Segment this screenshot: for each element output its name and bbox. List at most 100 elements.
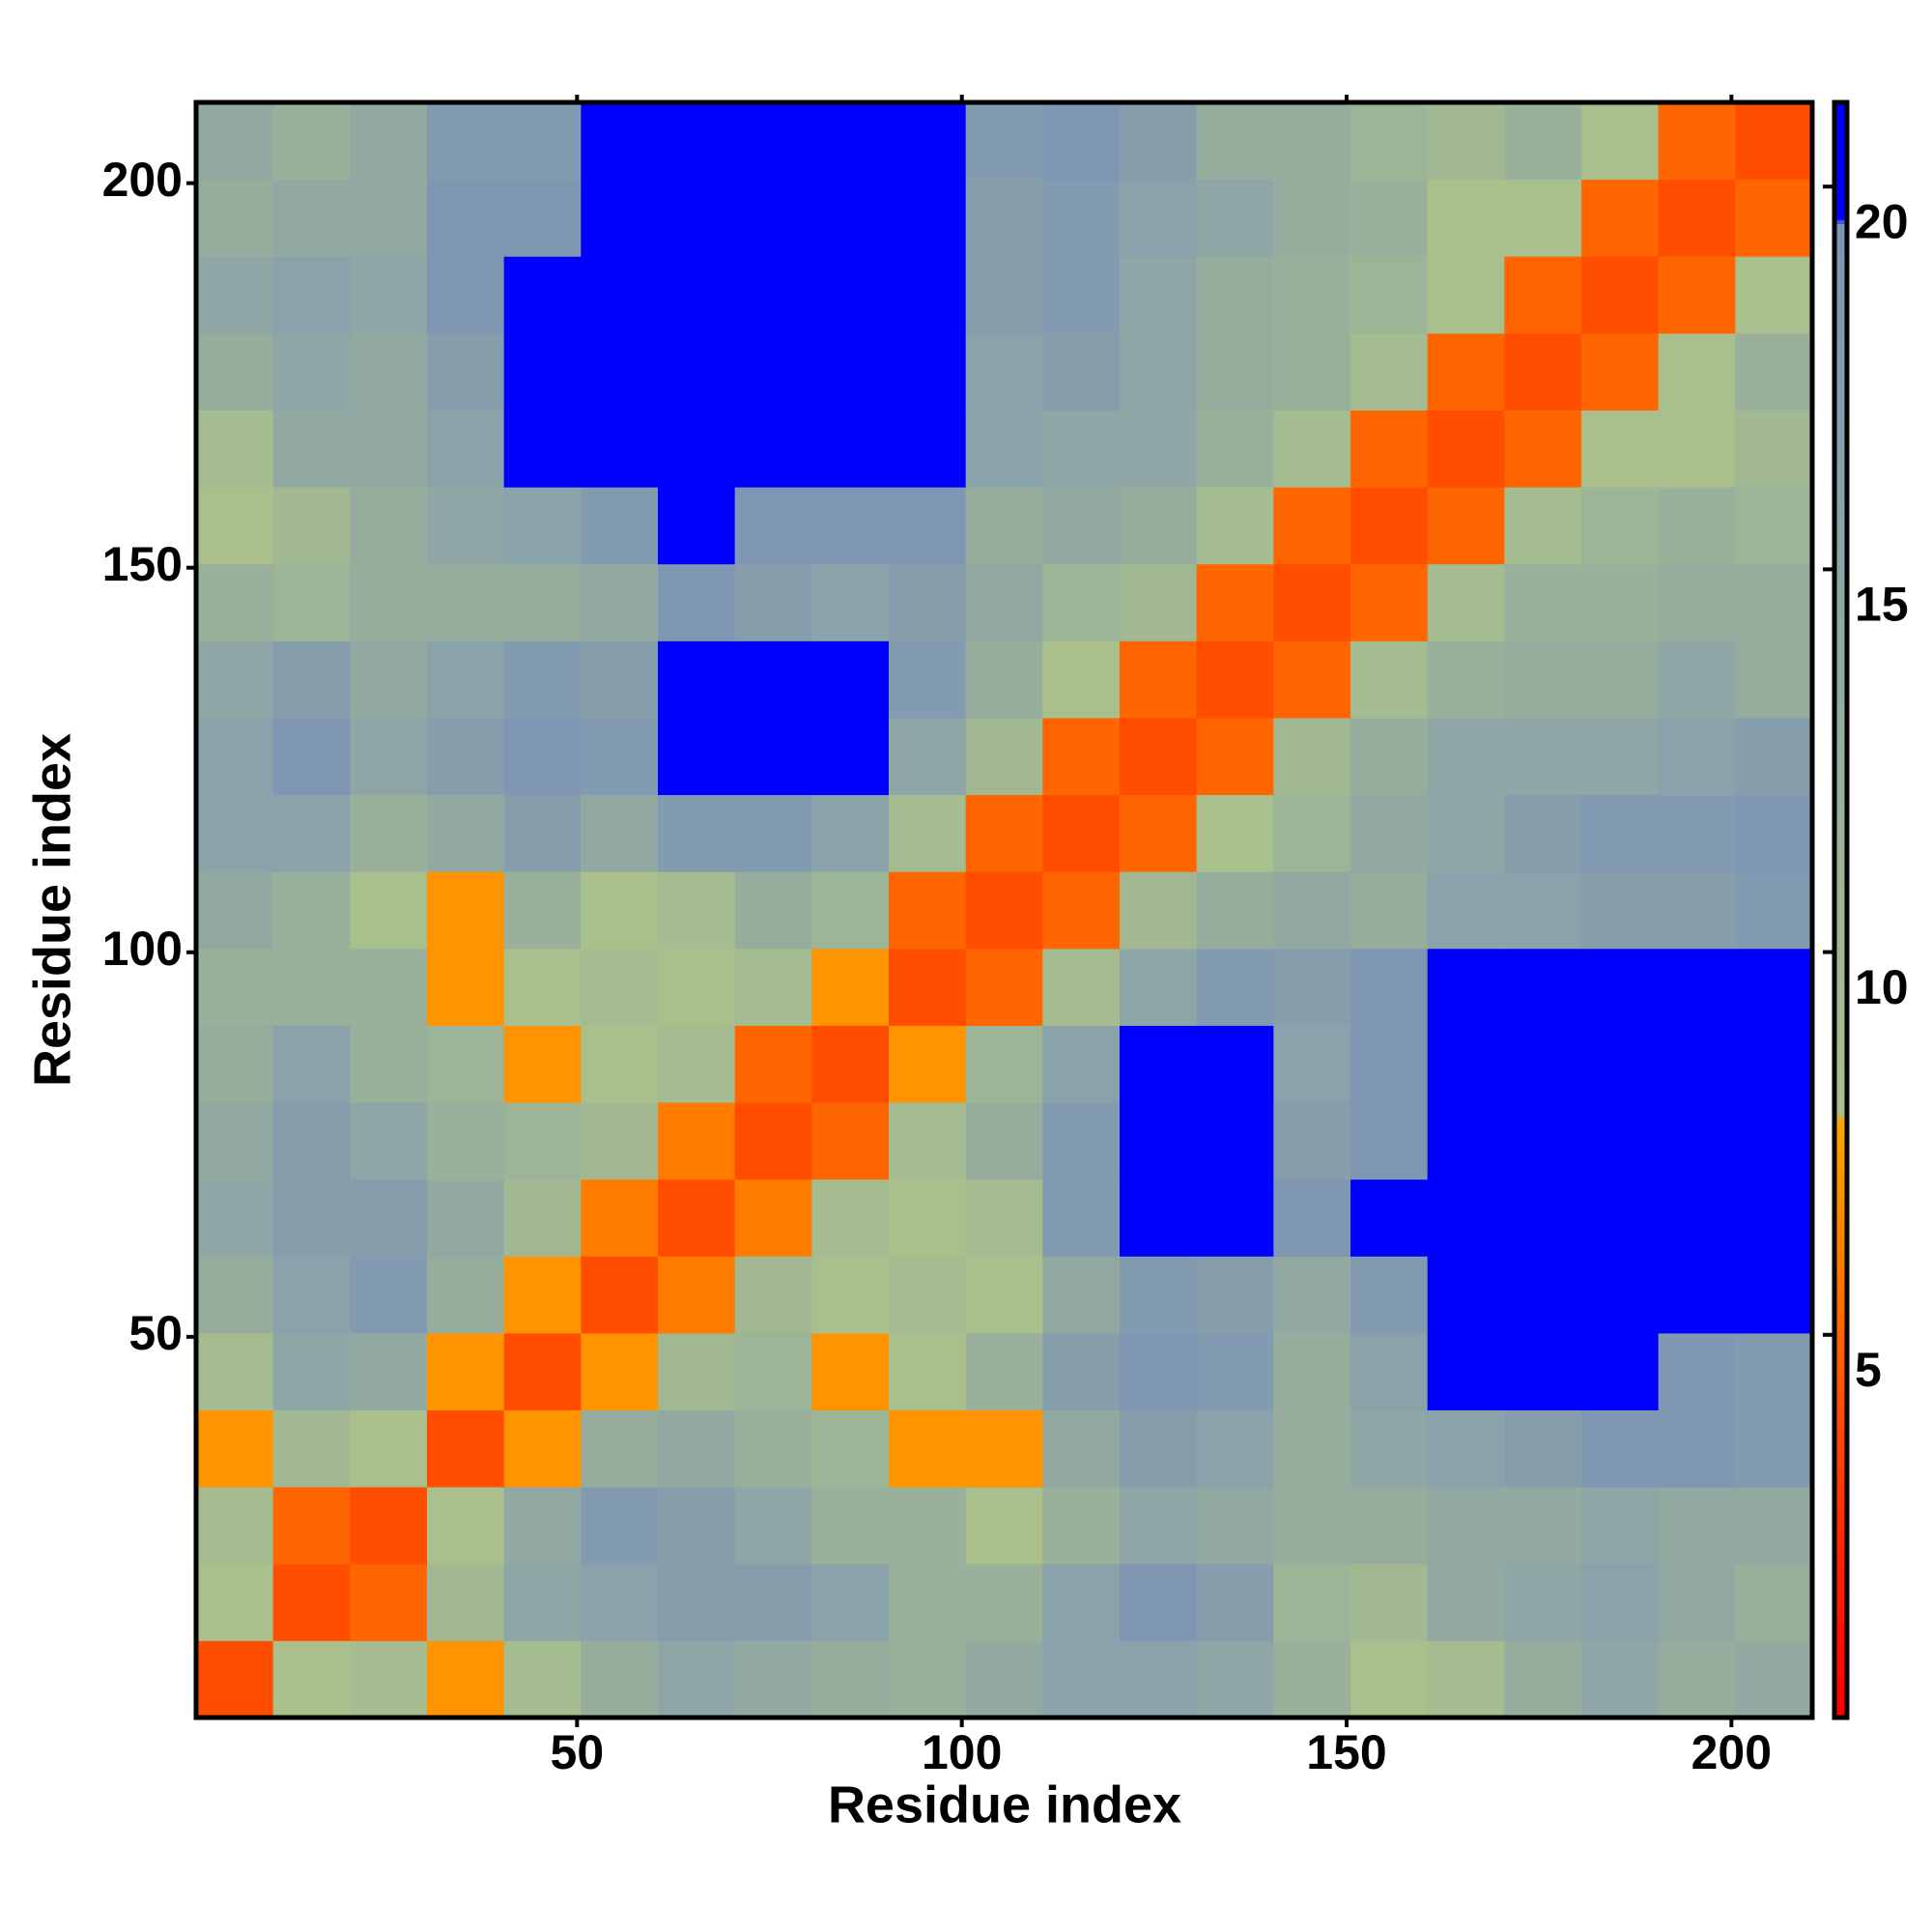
colorbar-slice	[1834, 186, 1847, 192]
colorbar-slice	[1834, 1527, 1847, 1533]
colorbar-slice	[1834, 970, 1847, 976]
heatmap-cell	[734, 871, 812, 950]
heatmap-cell	[196, 410, 274, 488]
colorbar-slice	[1834, 364, 1847, 370]
heatmap-cell	[1735, 1409, 1813, 1488]
heatmap-cell	[1273, 1563, 1351, 1641]
heatmap-cell	[1196, 948, 1274, 1026]
colorbar-slice	[1834, 905, 1847, 911]
colorbar-slice	[1834, 1220, 1847, 1226]
colorbar-slice	[1834, 866, 1847, 870]
heatmap-cell	[196, 1332, 274, 1411]
colorbar-slice	[1834, 1038, 1847, 1044]
colorbar-slice	[1834, 1059, 1847, 1065]
colorbar-slice	[1834, 966, 1847, 972]
heatmap-cell	[1273, 102, 1351, 181]
colorbar-slice	[1834, 748, 1847, 753]
heatmap-cell	[427, 102, 505, 181]
colorbar-slice	[1834, 1079, 1847, 1085]
heatmap-cell	[811, 1563, 890, 1641]
colorbar-tick-label: 20	[1855, 194, 1909, 248]
heatmap-cell	[811, 1409, 890, 1488]
colorbar-slice	[1834, 1406, 1847, 1411]
colorbar-slice	[1834, 1216, 1847, 1222]
heatmap-cell	[1735, 487, 1813, 565]
colorbar-slice	[1834, 627, 1847, 633]
heatmap-cell	[196, 1102, 274, 1180]
heatmap-cell	[1042, 794, 1121, 872]
heatmap-cell	[1350, 1025, 1429, 1103]
colorbar-slice	[1834, 1374, 1847, 1379]
heatmap-cell	[1427, 256, 1505, 334]
colorbar-slice	[1834, 570, 1847, 576]
heatmap-cell	[1196, 332, 1274, 411]
colorbar-slice	[1834, 1520, 1847, 1524]
heatmap-cell	[350, 1332, 428, 1411]
colorbar-slice	[1834, 284, 1847, 289]
heatmap-cell	[196, 640, 274, 719]
heatmap-cell	[1196, 1179, 1274, 1257]
heatmap-cell	[965, 563, 1043, 641]
colorbar-slice	[1834, 377, 1847, 383]
colorbar-slice	[1834, 211, 1847, 216]
colorbar-slice	[1834, 324, 1847, 329]
colorbar-slice	[1834, 768, 1847, 774]
colorbar-slice	[1834, 942, 1847, 948]
heatmap-cell	[1273, 871, 1351, 950]
colorbar-slice	[1834, 240, 1847, 244]
heatmap-cell	[965, 1409, 1043, 1488]
heatmap-cell	[1504, 1409, 1582, 1488]
heatmap-cell	[1581, 1332, 1660, 1411]
colorbar-slice	[1834, 594, 1847, 600]
colorbar-slice	[1834, 1692, 1847, 1698]
heatmap-cell	[503, 256, 582, 334]
colorbar-slice	[1834, 1063, 1847, 1068]
colorbar-slice	[1834, 918, 1847, 923]
colorbar-slice	[1834, 546, 1847, 552]
heatmap-cell	[1658, 640, 1736, 719]
heatmap-cell	[1273, 1409, 1351, 1488]
heatmap-cell	[1120, 717, 1198, 796]
heatmap-cell	[196, 332, 274, 411]
heatmap-cell	[272, 487, 351, 565]
colorbar-slice	[1834, 1192, 1847, 1198]
heatmap-cell	[734, 1640, 812, 1719]
heatmap-cell	[734, 256, 812, 334]
colorbar-slice	[1834, 1116, 1847, 1121]
heatmap-cell	[350, 332, 428, 411]
colorbar-slice	[1834, 542, 1847, 548]
colorbar-slice	[1834, 1438, 1847, 1444]
heatmap-cell	[1735, 1487, 1813, 1565]
heatmap-cell	[196, 1563, 274, 1641]
colorbar-slice	[1834, 1301, 1847, 1307]
colorbar-slice	[1834, 1010, 1847, 1016]
heatmap-cell	[1581, 1563, 1660, 1641]
heatmap-cell	[427, 487, 505, 565]
heatmap-cell	[1427, 179, 1505, 257]
heatmap-cell	[1042, 1102, 1121, 1180]
heatmap-cell	[1581, 332, 1660, 411]
heatmap-cell	[503, 1409, 582, 1488]
colorbar-slice	[1834, 1342, 1847, 1348]
colorbar-slice	[1834, 445, 1847, 451]
x-tick-label: 100	[922, 1725, 1002, 1779]
heatmap-cell	[965, 1102, 1043, 1180]
heatmap-cell	[427, 1332, 505, 1411]
colorbar-slice	[1834, 462, 1847, 467]
colorbar-slice	[1834, 526, 1847, 531]
colorbar-slice	[1834, 1095, 1847, 1101]
colorbar-slice	[1834, 703, 1847, 709]
colorbar-slice	[1834, 760, 1847, 766]
heatmap-cell	[1042, 717, 1121, 796]
heatmap-cell	[581, 256, 659, 334]
heatmap-cell	[1120, 256, 1198, 334]
heatmap-cell	[734, 1409, 812, 1488]
x-tick-label: 200	[1691, 1725, 1772, 1779]
colorbar-slice	[1834, 1055, 1847, 1061]
colorbar-slice	[1834, 1249, 1847, 1254]
colorbar-slice	[1834, 619, 1847, 624]
colorbar-slice	[1834, 268, 1847, 273]
colorbar-slice	[1834, 1144, 1847, 1150]
colorbar-tick-label: 5	[1855, 1343, 1882, 1397]
